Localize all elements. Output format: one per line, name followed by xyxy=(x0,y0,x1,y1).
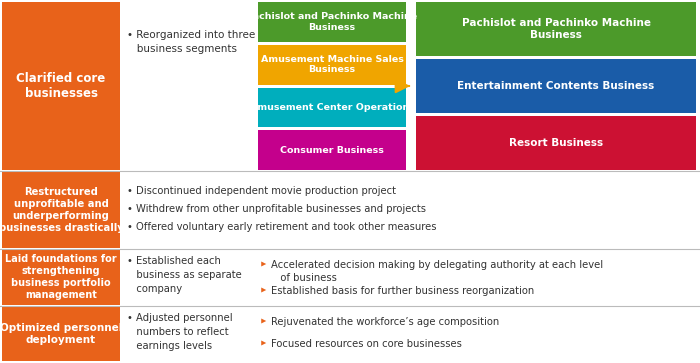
Bar xyxy=(258,2,406,42)
Text: Clarified core
businesses: Clarified core businesses xyxy=(16,72,106,100)
Text: Amusement Center Operations: Amusement Center Operations xyxy=(250,103,414,112)
Text: Resort Business: Resort Business xyxy=(509,138,603,148)
Bar xyxy=(2,307,120,361)
Text: Accelerated decision making by delegating authority at each level
   of business: Accelerated decision making by delegatin… xyxy=(271,260,603,283)
Bar xyxy=(2,2,120,170)
Text: Entertainment Contents Business: Entertainment Contents Business xyxy=(457,81,654,91)
Bar xyxy=(2,250,120,305)
Bar xyxy=(258,87,406,127)
Bar xyxy=(416,2,696,56)
Text: Laid foundations for
strengthening
business portfolio
management: Laid foundations for strengthening busin… xyxy=(5,254,117,301)
Text: • Withdrew from other unprofitable businesses and projects: • Withdrew from other unprofitable busin… xyxy=(127,204,426,214)
Text: • Offered voluntary early retirement and took other measures: • Offered voluntary early retirement and… xyxy=(127,222,437,232)
Bar xyxy=(416,59,696,113)
Text: Pachislot and Pachinko Machine
Business: Pachislot and Pachinko Machine Business xyxy=(461,18,650,40)
Text: Amusement Machine Sales
Business: Amusement Machine Sales Business xyxy=(260,55,403,74)
Bar xyxy=(258,130,406,170)
Text: • Established each
   business as separate
   company: • Established each business as separate … xyxy=(127,256,242,294)
Text: Consumer Business: Consumer Business xyxy=(280,146,384,155)
Text: • Reorganized into three
   business segments: • Reorganized into three business segmen… xyxy=(127,30,256,54)
Bar xyxy=(258,45,406,85)
Bar xyxy=(2,172,120,248)
Text: • Adjusted personnel
   numbers to reflect
   earnings levels: • Adjusted personnel numbers to reflect … xyxy=(127,313,232,351)
Text: Optimized personnel
deployment: Optimized personnel deployment xyxy=(0,323,122,345)
Text: • Discontinued independent movie production project: • Discontinued independent movie product… xyxy=(127,186,396,196)
Text: Focused resources on core businesses: Focused resources on core businesses xyxy=(271,339,462,349)
Text: Pachislot and Pachinko Machine
Business: Pachislot and Pachinko Machine Business xyxy=(246,12,418,32)
Text: Established basis for further business reorganization: Established basis for further business r… xyxy=(271,286,534,296)
Text: Restructured
unprofitable and
underperforming
businesses drastically: Restructured unprofitable and underperfo… xyxy=(0,187,123,233)
Text: Rejuvenated the workforce’s age composition: Rejuvenated the workforce’s age composit… xyxy=(271,317,499,327)
Bar xyxy=(416,116,696,170)
